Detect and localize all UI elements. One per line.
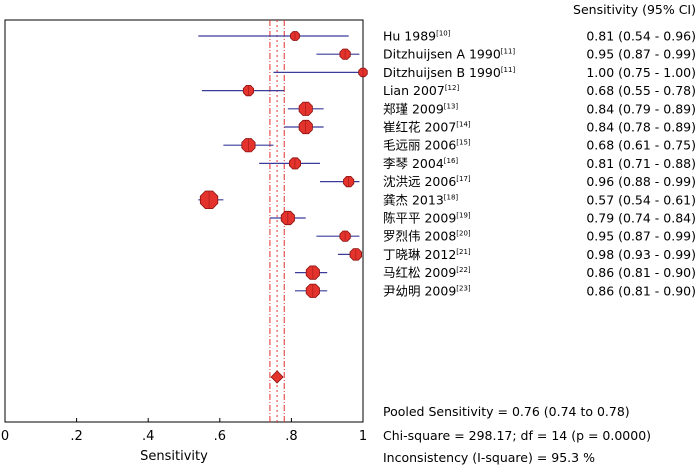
study-row-6: 毛远丽 2006[15] 0.68 (0.61 - 0.75): [223, 138, 696, 153]
study-name: 郑瑾 2009: [383, 101, 444, 116]
study-name: 毛远丽 2006: [383, 138, 456, 153]
study-row-3: Lian 2007[12] 0.68 (0.55 - 0.78): [201, 83, 696, 98]
study-name: Ditzhuijsen B 1990: [383, 65, 501, 80]
study-label: Lian 2007[12]: [383, 83, 459, 98]
study-reference: [11]: [501, 48, 516, 56]
x-tick-label-1: .2: [70, 429, 82, 444]
study-name: 李琴 2004: [383, 156, 444, 171]
pooled-diamond: [270, 370, 284, 384]
study-reference: [19]: [456, 212, 471, 220]
study-label: 尹幼明 2009[23]: [383, 283, 471, 298]
study-name: 尹幼明 2009: [383, 283, 456, 298]
study-label: 郑瑾 2009[13]: [383, 101, 458, 116]
study-row-10: 陈平平 2009[19] 0.79 (0.74 - 0.84): [269, 211, 696, 226]
study-name: 陈平平 2009: [383, 211, 456, 226]
study-label: 罗烈伟 2008[20]: [383, 229, 471, 244]
study-row-5: 崔红花 2007[14] 0.84 (0.78 - 0.89): [284, 120, 696, 135]
x-axis-ticks: 0 .2 .4 .6 .8 1: [1, 418, 367, 444]
study-reference: [13]: [444, 102, 459, 110]
study-label: 丁晓琳 2012[21]: [383, 247, 471, 262]
study-ci-value: 0.84 (0.79 - 0.89): [586, 101, 696, 116]
study-ci-value: 0.98 (0.93 - 0.99): [586, 247, 696, 262]
x-tick-label-4: .8: [285, 429, 297, 444]
study-ci-value: 0.95 (0.87 - 0.99): [586, 47, 696, 62]
x-axis-label: Sensitivity: [140, 449, 208, 464]
study-ci-value: 0.86 (0.81 - 0.90): [586, 265, 696, 280]
plot-frame: [4, 19, 364, 423]
study-name: Hu 1989: [383, 29, 436, 44]
study-reference: [18]: [444, 193, 459, 201]
study-ci-value: 0.84 (0.78 - 0.89): [586, 120, 696, 135]
study-label: Hu 1989[10]: [383, 29, 451, 44]
study-row-2: Ditzhuijsen B 1990[11] 1.00 (0.75 - 1.00): [273, 65, 696, 80]
study-label: 陈平平 2009[19]: [383, 211, 471, 226]
study-ci-value: 0.95 (0.87 - 0.99): [586, 229, 696, 244]
study-ci-value: 1.00 (0.75 - 1.00): [586, 65, 696, 80]
study-ci-value: 0.96 (0.88 - 0.99): [586, 174, 696, 189]
study-label: 毛远丽 2006[15]: [383, 138, 471, 153]
study-row-4: 郑瑾 2009[13] 0.84 (0.79 - 0.89): [287, 101, 696, 116]
column-header: Sensitivity (95% CI): [573, 2, 696, 17]
study-label: 李琴 2004[16]: [383, 156, 458, 171]
study-row-12: 丁晓琳 2012[21] 0.98 (0.93 - 0.99): [337, 247, 696, 262]
chi-square-text: Chi-square = 298.17; df = 14 (p = 0.0000…: [383, 428, 651, 443]
study-name: Lian 2007: [383, 83, 445, 98]
x-tick-label-5: 1: [359, 429, 367, 444]
study-row-9: 龚杰 2013[18] 0.57 (0.54 - 0.61): [198, 190, 696, 210]
study-row-7: 李琴 2004[16] 0.81 (0.71 - 0.88): [259, 156, 696, 171]
study-row-8: 沈洪远 2006[17] 0.96 (0.88 - 0.99): [320, 174, 696, 189]
study-label: Ditzhuijsen A 1990[11]: [383, 47, 515, 62]
study-rows: Hu 1989[10] 0.81 (0.54 - 0.96) Ditzhuijsen…: [198, 29, 696, 298]
x-tick-label-3: .6: [214, 429, 226, 444]
study-label: 马红松 2009[22]: [383, 265, 471, 280]
study-row-0: Hu 1989[10] 0.81 (0.54 - 0.96): [198, 29, 696, 44]
study-row-14: 尹幼明 2009[23] 0.86 (0.81 - 0.90): [294, 283, 696, 298]
study-label: 龚杰 2013[18]: [383, 192, 458, 207]
study-ci-value: 0.68 (0.61 - 0.75): [586, 138, 696, 153]
study-reference: [12]: [445, 84, 460, 92]
study-reference: [14]: [456, 121, 471, 129]
study-reference: [17]: [456, 175, 471, 183]
study-row-1: Ditzhuijsen A 1990[11] 0.95 (0.87 - 0.99): [316, 47, 696, 62]
study-name: 丁晓琳 2012: [383, 247, 456, 262]
study-reference: [20]: [456, 230, 471, 238]
study-reference: [15]: [456, 139, 471, 147]
study-ci-value: 0.79 (0.74 - 0.84): [586, 211, 696, 226]
study-name: Ditzhuijsen A 1990: [383, 47, 501, 62]
study-ci-value: 0.81 (0.71 - 0.88): [586, 156, 696, 171]
pooled-sensitivity-text: Pooled Sensitivity = 0.76 (0.74 to 0.78): [383, 404, 630, 419]
study-name: 崔红花 2007: [383, 120, 456, 135]
study-reference: [21]: [456, 248, 471, 256]
study-ci-value: 0.81 (0.54 - 0.96): [586, 29, 696, 44]
study-name: 沈洪远 2006: [383, 174, 456, 189]
study-reference: [11]: [501, 66, 516, 74]
study-row-11: 罗烈伟 2008[20] 0.95 (0.87 - 0.99): [316, 229, 696, 244]
study-name: 罗烈伟 2008: [383, 229, 456, 244]
study-row-13: 马红松 2009[22] 0.86 (0.81 - 0.90): [294, 265, 696, 280]
x-tick-label-0: 0: [1, 429, 9, 444]
study-name: 马红松 2009: [383, 265, 456, 280]
study-name: 龚杰 2013: [383, 192, 444, 207]
study-label: Ditzhuijsen B 1990[11]: [383, 65, 515, 80]
x-tick-label-2: .4: [142, 429, 154, 444]
pooled-estimate: [270, 370, 284, 384]
study-reference: [22]: [456, 266, 471, 274]
inconsistency-text: Inconsistency (I-square) = 95.3 %: [383, 450, 595, 465]
study-reference: [10]: [436, 30, 451, 38]
study-reference: [23]: [456, 284, 471, 292]
study-reference: [16]: [444, 157, 459, 165]
study-label: 崔红花 2007[14]: [383, 120, 471, 135]
study-label: 沈洪远 2006[17]: [383, 174, 471, 189]
study-ci-value: 0.86 (0.81 - 0.90): [586, 283, 696, 298]
study-ci-value: 0.68 (0.55 - 0.78): [586, 83, 696, 98]
study-ci-value: 0.57 (0.54 - 0.61): [586, 192, 696, 207]
